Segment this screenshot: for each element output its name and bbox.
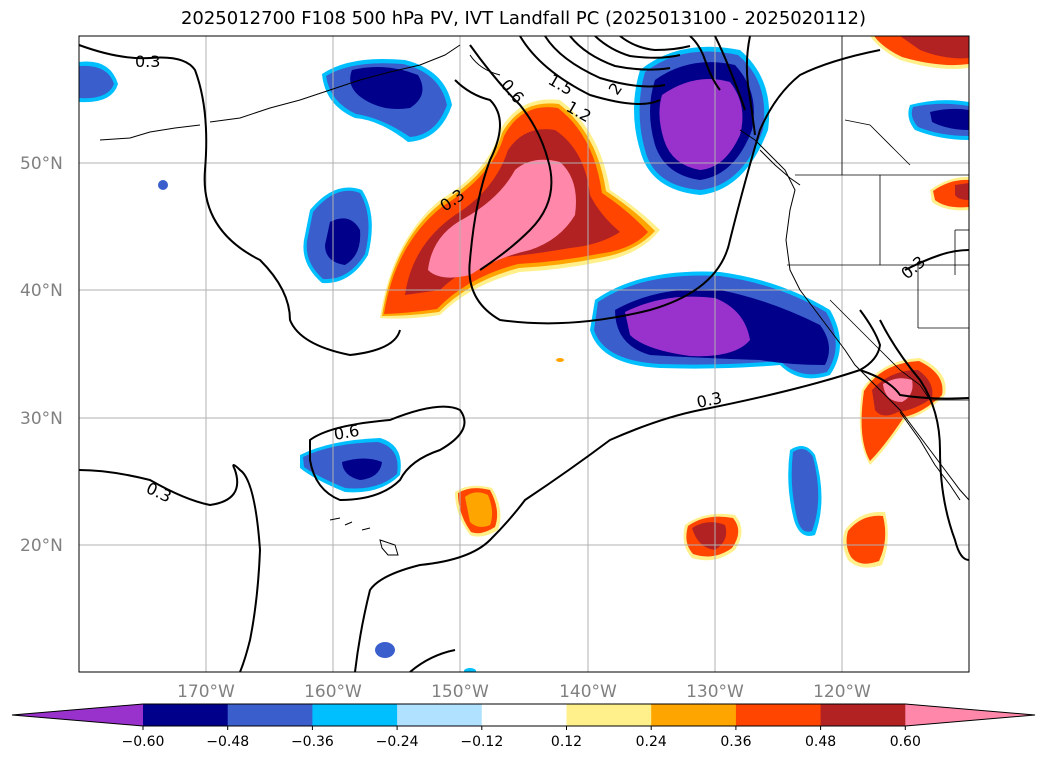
pos-blob-east-edge: [930, 176, 969, 211]
contour-label: 0.3: [135, 52, 160, 71]
colorbar-tick-label: 0.36: [720, 734, 751, 750]
colorbar-tick-label: 0.48: [805, 734, 836, 750]
pos-blob-northeast: [870, 36, 969, 69]
neg-blob-tiny-south: [375, 642, 395, 658]
colorbar: −0.60 −0.48 −0.36 −0.24 −0.12 0.12 0.24 0.36 0.4…: [11, 703, 1036, 750]
neg-blob-northeast: [908, 100, 969, 140]
neg-blob-central-pacific: [590, 271, 840, 379]
pv-contours: [79, 36, 969, 672]
lon-label: 150°W: [431, 682, 489, 702]
lon-label: 140°W: [559, 682, 617, 702]
colorbar-tick-label: −0.12: [460, 734, 503, 750]
colorbar-tick-label: −0.60: [122, 734, 165, 750]
neg-blob-far-west: [79, 61, 118, 103]
colorbar-segment: [481, 704, 567, 726]
lon-label: 170°W: [177, 682, 235, 702]
lat-label: 40°N: [20, 281, 63, 301]
colorbar-segment: [651, 704, 737, 726]
colorbar-extend-low: [12, 704, 143, 726]
contour-label: 0.6: [332, 421, 360, 444]
map-title: 2025012700 F108 500 hPa PV, IVT Landfall…: [180, 8, 867, 29]
map-frame: [78, 35, 970, 673]
lat-label: 50°N: [20, 154, 63, 174]
pos-blob-130w: [683, 513, 742, 561]
colorbar-segment: [820, 704, 906, 726]
longitude-labels: 170°W 160°W 150°W 140°W 130°W 120°W: [177, 682, 871, 702]
colorbar-segment: [227, 704, 313, 726]
colorbar-segment: [143, 704, 229, 726]
coastlines: [99, 44, 969, 556]
colorbar-tick-label: 0.60: [890, 734, 921, 750]
neg-dot-west: [158, 180, 168, 190]
positive-pc-shading: [380, 36, 969, 568]
colorbar-tick-label: −0.36: [291, 734, 334, 750]
lat-label: 20°N: [20, 536, 63, 556]
lon-label: 160°W: [304, 682, 362, 702]
neg-blob-160w: [303, 187, 372, 284]
pos-blob-117w: [843, 511, 888, 568]
colorbar-segment: [397, 704, 483, 726]
lon-label: 120°W: [813, 682, 871, 702]
colorbar-segment: [312, 704, 398, 726]
latitude-labels: 50°N 40°N 30°N 20°N: [20, 154, 63, 556]
pos-blob-150w: [455, 485, 501, 537]
neg-blob-125w: [788, 446, 822, 536]
lon-label: 130°W: [686, 682, 744, 702]
colorbar-segment: [566, 704, 652, 726]
colorbar-tick-label: 0.24: [636, 734, 667, 750]
neg-blob-gulf-alaska: [634, 46, 770, 196]
colorbar-tick-label: −0.48: [206, 734, 249, 750]
neg-blob-subtropical: [300, 438, 401, 493]
lat-label: 30°N: [20, 409, 63, 429]
colorbar-segment: [735, 704, 822, 726]
colorbar-tick-label: −0.24: [376, 734, 419, 750]
pos-blob-main: [380, 99, 660, 319]
contour-label: 0.3: [695, 388, 724, 412]
colorbar-tick-label: 0.12: [551, 734, 582, 750]
colorbar-extend-high: [905, 704, 1035, 726]
